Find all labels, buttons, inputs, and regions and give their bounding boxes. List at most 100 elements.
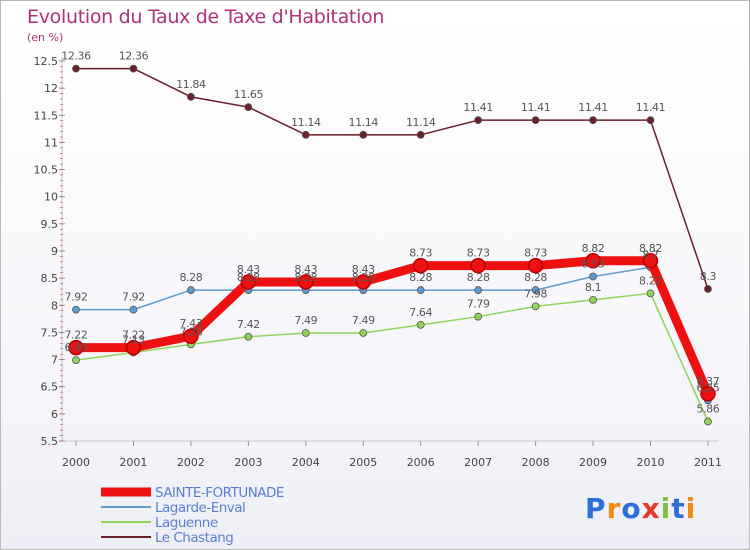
data-point — [585, 253, 601, 269]
series-line-lagarde-enval — [75, 266, 709, 402]
proxiti-logo: Proxiti — [585, 492, 696, 525]
data-label: 8.3 — [700, 270, 717, 283]
legend-label: Laguenne — [155, 515, 218, 531]
chart-subtitle: (en %) — [27, 31, 64, 44]
legend-label: SAINTE-FORTUNADE — [155, 485, 284, 501]
data-point — [244, 332, 253, 341]
data-point — [72, 64, 80, 73]
y-tick-label: 10.5 — [34, 164, 59, 177]
y-tick-label: 10 — [44, 191, 58, 204]
data-point — [474, 116, 483, 125]
x-tick-label: 2005 — [349, 456, 377, 469]
data-point — [416, 286, 425, 294]
y-tick-label: 12.5 — [34, 55, 59, 68]
data-point — [240, 274, 257, 290]
data-point — [531, 302, 540, 311]
chart-title: Evolution du Taux de Taxe d'Habitation — [27, 6, 385, 28]
data-point — [298, 274, 314, 290]
data-label: 7.42 — [237, 318, 260, 331]
data-label: 8.73 — [524, 247, 547, 260]
data-label: 12.36 — [61, 50, 91, 63]
data-label: 7.79 — [467, 298, 490, 311]
y-tick-label: 8.5 — [41, 272, 59, 285]
x-tick-label: 2000 — [62, 456, 90, 469]
data-point — [704, 417, 712, 426]
data-label: 8.73 — [409, 247, 432, 260]
data-label: 7.28 — [179, 325, 202, 338]
data-point — [642, 253, 659, 269]
data-label: 7.49 — [352, 314, 375, 327]
x-tick-label: 2001 — [119, 456, 147, 469]
data-label: 8.82 — [639, 242, 662, 255]
logo-letter: P — [585, 492, 607, 525]
data-point — [359, 130, 368, 139]
data-label: 8.28 — [524, 271, 547, 284]
data-label: 6.37 — [696, 375, 719, 388]
data-point — [416, 130, 425, 139]
data-point — [129, 305, 138, 314]
data-label: 8.1 — [585, 281, 601, 294]
data-label: 8.73 — [467, 247, 490, 260]
data-label: 8.53 — [582, 258, 605, 271]
data-label: 8.28 — [409, 271, 432, 284]
data-point — [589, 116, 597, 125]
data-point — [416, 320, 425, 329]
data-point — [301, 130, 310, 139]
series-line-le chastang — [75, 67, 709, 290]
data-label: 7.92 — [122, 291, 145, 304]
logo-letter: i — [660, 492, 672, 525]
x-tick-label: 2010 — [637, 456, 665, 469]
data-label: 6.99 — [65, 341, 88, 354]
data-label: 7.92 — [65, 291, 88, 304]
data-point — [125, 339, 142, 356]
data-label: 11.65 — [234, 88, 264, 101]
x-tick-label: 2009 — [579, 456, 607, 469]
data-label: 8.22 — [639, 274, 662, 287]
data-label: 11.41 — [521, 101, 551, 114]
y-tick-label: 8 — [51, 299, 58, 312]
data-point — [129, 64, 138, 73]
x-tick-label: 2007 — [464, 456, 492, 469]
data-label: 7.49 — [294, 314, 317, 327]
legend-label: Le Chastang — [155, 530, 233, 546]
data-point — [589, 295, 597, 304]
data-label: 11.41 — [578, 101, 608, 114]
x-tick-label: 2006 — [407, 456, 435, 469]
data-label: 8.43 — [237, 263, 260, 276]
data-label: 5.86 — [696, 402, 719, 415]
x-tick-label: 2008 — [522, 456, 550, 469]
data-point — [412, 257, 429, 274]
logo-letter: i — [685, 492, 697, 525]
data-point — [244, 103, 253, 112]
data-point — [68, 339, 84, 356]
data-label: 11.41 — [636, 101, 666, 114]
logo-letter: x — [641, 492, 661, 525]
data-point — [474, 286, 483, 294]
data-label: 11.14 — [349, 116, 379, 129]
y-tick-label: 6.5 — [41, 381, 59, 394]
data-point — [589, 272, 597, 281]
data-point — [474, 312, 483, 321]
data-label: 7.13 — [122, 334, 145, 347]
data-point — [72, 305, 80, 314]
data-label: 8.43 — [352, 263, 375, 276]
data-point — [531, 116, 540, 125]
data-label: 7.98 — [524, 287, 547, 300]
data-label: 8.82 — [582, 242, 605, 255]
data-label: 8.28 — [467, 271, 490, 284]
data-label: 8.7 — [642, 248, 659, 261]
legend-label: Lagarde-Enval — [155, 500, 245, 516]
data-label: 7.64 — [409, 306, 432, 319]
y-tick-label: 9.5 — [41, 218, 59, 231]
x-tick-label: 2004 — [292, 456, 320, 469]
data-label: 7.22 — [122, 329, 145, 342]
data-point — [355, 274, 371, 290]
y-tick-label: 12 — [44, 82, 58, 95]
y-tick-label: 7 — [51, 354, 58, 367]
data-point — [470, 257, 486, 274]
y-tick-label: 9 — [51, 245, 58, 258]
series-line-laguenne — [75, 292, 709, 423]
data-point — [646, 116, 655, 125]
